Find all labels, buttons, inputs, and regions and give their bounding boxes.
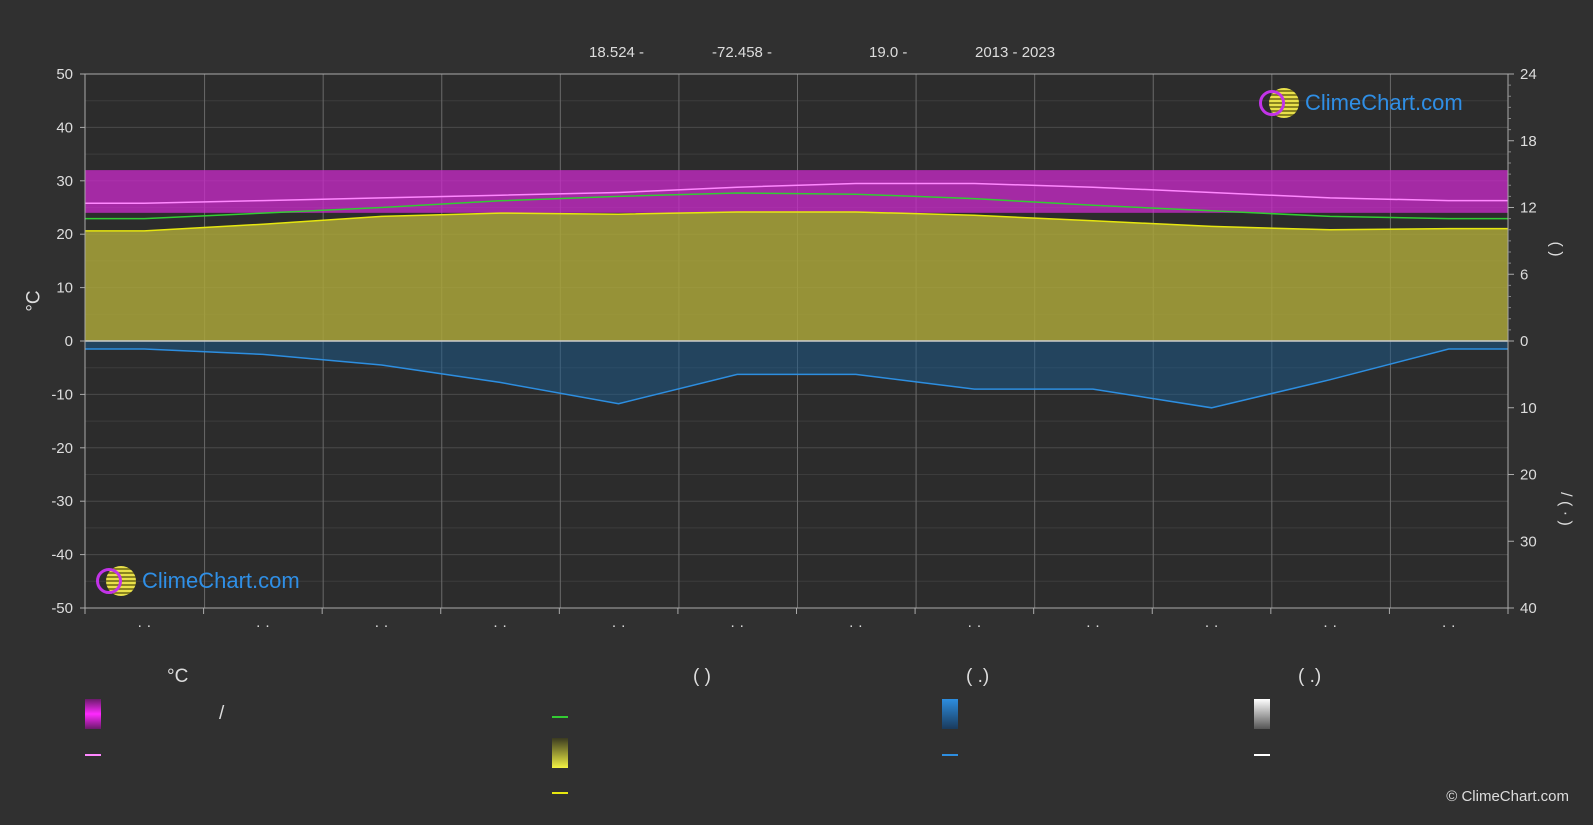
legend-sun-title: ( ) — [693, 666, 711, 687]
left-axis-label: °C — [23, 290, 45, 312]
legend-temp-separator: / — [219, 703, 225, 724]
brand-text: ClimeChart.com — [1305, 90, 1463, 115]
right-axis-bottom-label: / ( · ) — [1556, 492, 1574, 526]
header-longitude: -72.458 - — [712, 44, 773, 61]
logo-ring-icon — [1259, 90, 1285, 116]
right-top-tick-label: 12 — [1520, 200, 1537, 217]
sunshine-area — [85, 212, 1508, 341]
sunshine_hours-line — [85, 211, 1508, 232]
legend-snow-title: ( .) — [1298, 666, 1322, 687]
left-tick-label: -50 — [51, 600, 73, 617]
left-tick-label: 50 — [56, 66, 73, 83]
left-tick-label: -10 — [51, 386, 73, 403]
right-top-tick-label: 24 — [1520, 66, 1537, 83]
month-tick-label: · · — [1204, 617, 1218, 634]
legend-sunshine-line — [552, 792, 568, 794]
left-tick-label: 30 — [56, 173, 73, 190]
left-tick-label: -30 — [51, 493, 73, 510]
legend-temp-range-swatch — [85, 699, 101, 729]
right-top-tick-label: 0 — [1520, 333, 1528, 350]
month-tick-label: · · — [1323, 617, 1337, 634]
right-bottom-tick-label: 30 — [1520, 533, 1537, 550]
precipitation-line — [85, 348, 1508, 409]
month-tick-label: · · — [137, 617, 151, 634]
legend-rain-title: ( .) — [966, 666, 990, 687]
left-tick-label: 20 — [56, 226, 73, 243]
month-tick-label: · · — [967, 617, 981, 634]
temp-range-band — [85, 170, 1508, 213]
daylight_hours-line — [85, 192, 1508, 220]
month-tick-label: · · — [256, 617, 270, 634]
legend-rain-line — [942, 754, 958, 756]
left-tick-label: 0 — [65, 333, 73, 350]
month-tick-label: · · — [612, 617, 626, 634]
right-top-tick-label: 18 — [1520, 133, 1537, 150]
max_temp-line — [85, 182, 1508, 204]
legend-daylight-line — [552, 716, 568, 718]
brand-logo-bottom: ClimeChart.com — [96, 566, 300, 596]
brand-logo-top: ClimeChart.com — [1259, 88, 1463, 118]
header-years: 2013 - 2023 — [975, 44, 1056, 61]
left-tick-label: 10 — [56, 280, 73, 297]
chart-lines — [85, 182, 1508, 409]
chart-fills — [85, 170, 1508, 408]
legend-max-temp-line — [85, 754, 101, 756]
left-tick-label: -20 — [51, 440, 73, 457]
legend-rain-swatch — [942, 699, 958, 729]
legend-snow-swatch — [1254, 699, 1270, 729]
right-bottom-tick-label: 20 — [1520, 467, 1537, 484]
logo-ring-icon — [96, 568, 122, 594]
axes: 50 40 30 20 10 0 -10 -20 -30 -40 -50 24 18 12 6 0 10 20 30… — [51, 66, 1536, 634]
legend-temp-title: °C — [167, 666, 189, 687]
header-latitude: 18.524 - — [589, 44, 645, 61]
left-tick-label: 40 — [56, 119, 73, 136]
month-tick-label: · · — [374, 617, 388, 634]
copyright: © ClimeChart.com — [1446, 788, 1569, 805]
right-bottom-tick-label: 40 — [1520, 600, 1537, 617]
brand-text: ClimeChart.com — [142, 568, 300, 593]
right-axis-top-label: ( ) — [1547, 241, 1565, 257]
month-tick-label: · · — [1086, 617, 1100, 634]
left-tick-label: -40 — [51, 547, 73, 564]
month-tick-label: · · — [1442, 617, 1456, 634]
month-tick-label: · · — [849, 617, 863, 634]
month-tick-label: · · — [493, 617, 507, 634]
right-bottom-tick-label: 10 — [1520, 400, 1537, 417]
right-top-tick-label: 6 — [1520, 266, 1528, 283]
header-elevation: 19.0 - — [869, 44, 908, 61]
legend-snow-line — [1254, 754, 1270, 756]
month-tick-label: · · — [730, 617, 744, 634]
legend-sunshine-swatch — [552, 738, 568, 768]
